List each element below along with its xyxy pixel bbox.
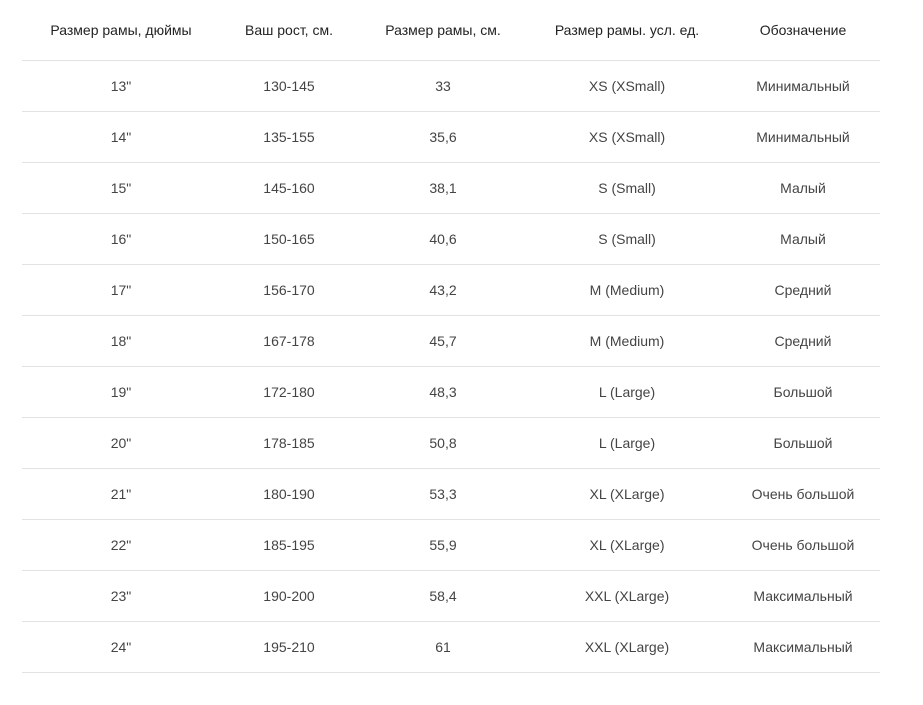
header-height: Ваш рост, см. bbox=[220, 0, 358, 61]
cell-frame-size-units: XS (XSmall) bbox=[528, 60, 726, 112]
header-frame-cm: Размер рамы, см. bbox=[358, 0, 528, 61]
cell-frame-inches: 18" bbox=[22, 315, 220, 367]
cell-height: 135-155 bbox=[220, 111, 358, 163]
header-designation: Обозначение bbox=[726, 0, 880, 61]
cell-frame-size-units: XL (XLarge) bbox=[528, 519, 726, 571]
table-row: 22" 185-195 55,9 XL (XLarge) Очень большой bbox=[22, 519, 880, 571]
cell-frame-cm: 61 bbox=[358, 621, 528, 673]
cell-frame-size-units: XS (XSmall) bbox=[528, 111, 726, 163]
cell-frame-size-units: S (Small) bbox=[528, 162, 726, 214]
cell-frame-cm: 40,6 bbox=[358, 213, 528, 265]
table-row: 16" 150-165 40,6 S (Small) Малый bbox=[22, 213, 880, 265]
cell-frame-inches: 16" bbox=[22, 213, 220, 265]
cell-height: 178-185 bbox=[220, 417, 358, 469]
cell-height: 172-180 bbox=[220, 366, 358, 418]
cell-frame-cm: 50,8 bbox=[358, 417, 528, 469]
cell-frame-cm: 35,6 bbox=[358, 111, 528, 163]
cell-frame-cm: 55,9 bbox=[358, 519, 528, 571]
cell-frame-cm: 58,4 bbox=[358, 570, 528, 622]
table-row: 23" 190-200 58,4 XXL (XLarge) Максимальный bbox=[22, 570, 880, 622]
cell-height: 190-200 bbox=[220, 570, 358, 622]
cell-frame-size-units: S (Small) bbox=[528, 213, 726, 265]
cell-frame-inches: 21" bbox=[22, 468, 220, 520]
cell-designation: Малый bbox=[726, 162, 880, 214]
cell-frame-size-units: L (Large) bbox=[528, 417, 726, 469]
table-row: 20" 178-185 50,8 L (Large) Большой bbox=[22, 417, 880, 469]
cell-frame-inches: 22" bbox=[22, 519, 220, 571]
cell-designation: Средний bbox=[726, 264, 880, 316]
cell-frame-size-units: XXL (XLarge) bbox=[528, 621, 726, 673]
table-row: 17" 156-170 43,2 M (Medium) Средний bbox=[22, 264, 880, 316]
cell-height: 195-210 bbox=[220, 621, 358, 673]
cell-frame-size-units: L (Large) bbox=[528, 366, 726, 418]
table-row: 21" 180-190 53,3 XL (XLarge) Очень большой bbox=[22, 468, 880, 520]
frame-size-table: Размер рамы, дюймы Ваш рост, см. Размер … bbox=[22, 0, 880, 673]
cell-height: 185-195 bbox=[220, 519, 358, 571]
cell-designation: Максимальный bbox=[726, 570, 880, 622]
table-header-row: Размер рамы, дюймы Ваш рост, см. Размер … bbox=[22, 0, 880, 61]
cell-designation: Очень большой bbox=[726, 519, 880, 571]
cell-frame-inches: 24" bbox=[22, 621, 220, 673]
cell-designation: Большой bbox=[726, 417, 880, 469]
cell-frame-size-units: M (Medium) bbox=[528, 315, 726, 367]
cell-frame-cm: 38,1 bbox=[358, 162, 528, 214]
table-row: 15" 145-160 38,1 S (Small) Малый bbox=[22, 162, 880, 214]
cell-height: 145-160 bbox=[220, 162, 358, 214]
cell-designation: Малый bbox=[726, 213, 880, 265]
cell-designation: Минимальный bbox=[726, 111, 880, 163]
cell-frame-inches: 17" bbox=[22, 264, 220, 316]
table-row: 18" 167-178 45,7 M (Medium) Средний bbox=[22, 315, 880, 367]
header-frame-size-units: Размер рамы. усл. ед. bbox=[528, 0, 726, 61]
cell-designation: Очень большой bbox=[726, 468, 880, 520]
cell-frame-cm: 53,3 bbox=[358, 468, 528, 520]
cell-frame-size-units: M (Medium) bbox=[528, 264, 726, 316]
header-frame-inches: Размер рамы, дюймы bbox=[22, 0, 220, 61]
cell-frame-inches: 20" bbox=[22, 417, 220, 469]
cell-height: 156-170 bbox=[220, 264, 358, 316]
cell-frame-inches: 14" bbox=[22, 111, 220, 163]
cell-frame-inches: 23" bbox=[22, 570, 220, 622]
cell-height: 130-145 bbox=[220, 60, 358, 112]
cell-height: 167-178 bbox=[220, 315, 358, 367]
cell-height: 150-165 bbox=[220, 213, 358, 265]
cell-frame-cm: 33 bbox=[358, 60, 528, 112]
cell-frame-cm: 45,7 bbox=[358, 315, 528, 367]
cell-designation: Минимальный bbox=[726, 60, 880, 112]
table-row: 13" 130-145 33 XS (XSmall) Минимальный bbox=[22, 60, 880, 112]
cell-frame-inches: 19" bbox=[22, 366, 220, 418]
table-row: 14" 135-155 35,6 XS (XSmall) Минимальный bbox=[22, 111, 880, 163]
cell-frame-cm: 43,2 bbox=[358, 264, 528, 316]
cell-frame-cm: 48,3 bbox=[358, 366, 528, 418]
cell-frame-inches: 15" bbox=[22, 162, 220, 214]
cell-designation: Максимальный bbox=[726, 621, 880, 673]
cell-frame-inches: 13" bbox=[22, 60, 220, 112]
cell-designation: Средний bbox=[726, 315, 880, 367]
cell-frame-size-units: XXL (XLarge) bbox=[528, 570, 726, 622]
table-row: 19" 172-180 48,3 L (Large) Большой bbox=[22, 366, 880, 418]
cell-frame-size-units: XL (XLarge) bbox=[528, 468, 726, 520]
cell-designation: Большой bbox=[726, 366, 880, 418]
cell-height: 180-190 bbox=[220, 468, 358, 520]
table-row: 24" 195-210 61 XXL (XLarge) Максимальный bbox=[22, 621, 880, 673]
